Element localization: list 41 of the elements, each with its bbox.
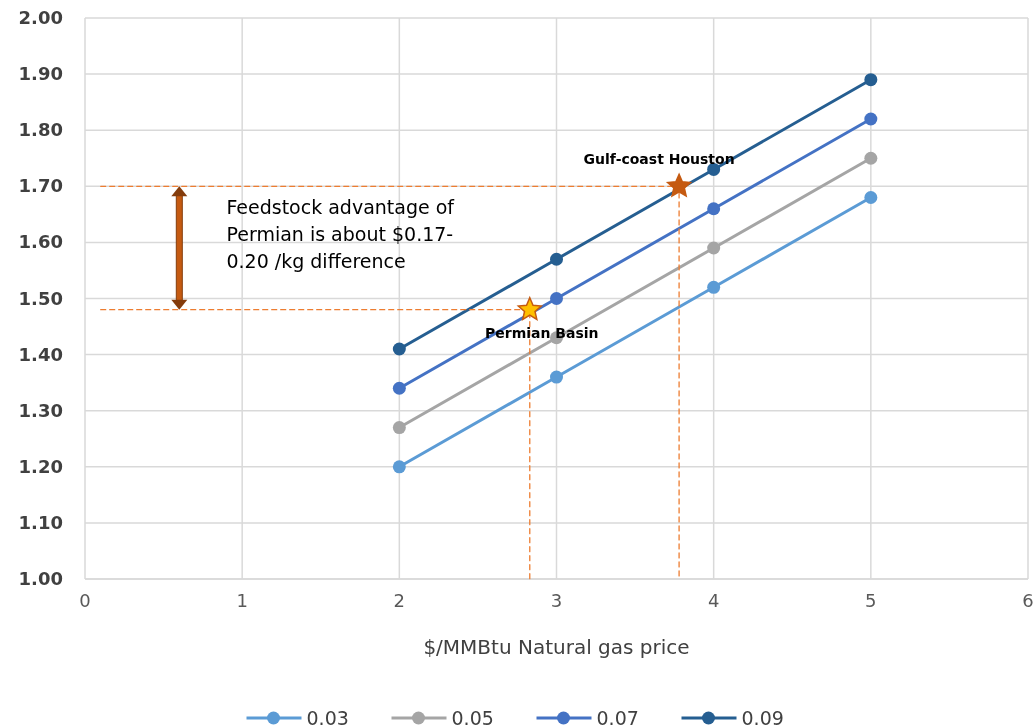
point	[392, 342, 406, 356]
point	[666, 173, 692, 197]
y-tick-label: 1.90	[18, 63, 63, 85]
point	[707, 241, 721, 255]
x-tick-label: 2	[393, 590, 406, 611]
point	[392, 460, 406, 474]
point	[864, 191, 878, 205]
legend-label: 0.03	[306, 707, 349, 728]
point	[550, 370, 563, 384]
legend-label: 0.09	[741, 707, 784, 728]
annotation: Gulf-coast Houston	[583, 151, 735, 168]
x-tick-label: 6	[1022, 590, 1033, 611]
point	[707, 202, 721, 216]
x-tick-label: 0	[79, 590, 91, 611]
y-tick-label: 1.50	[18, 287, 63, 309]
point	[392, 421, 406, 435]
x-tick-label: 4	[707, 590, 720, 611]
y-tick-label: 1.30	[18, 399, 63, 421]
y-tick-label: 1.00	[18, 568, 63, 589]
y-tick-label: 2.00	[18, 7, 63, 28]
x-tick-label: 3	[550, 590, 563, 611]
point	[392, 381, 406, 395]
y-tick-label: 1.20	[18, 455, 63, 477]
x-axis-title: $/MMBtu Natural gas price	[423, 635, 690, 659]
annotation: Feedstock advantage of Permian is about $0.17-0.20 /kg difference	[226, 196, 456, 273]
point	[550, 252, 563, 266]
y-tick-label: 1.10	[18, 511, 63, 533]
point	[864, 151, 878, 165]
point	[864, 112, 878, 126]
point	[517, 296, 542, 321]
x-tick-label: 1	[236, 590, 248, 611]
y-tick-label: 1.60	[18, 231, 63, 253]
point	[707, 280, 721, 294]
legend-label: 0.05	[451, 707, 494, 728]
x-tick-label: 5	[865, 590, 877, 611]
legend-label: 0.07	[596, 707, 639, 728]
point	[550, 292, 563, 305]
y-tick-label: 1.70	[18, 175, 63, 197]
point	[864, 73, 878, 87]
y-tick-label: 1.40	[18, 343, 63, 365]
y-tick-label: 1.80	[18, 119, 63, 141]
